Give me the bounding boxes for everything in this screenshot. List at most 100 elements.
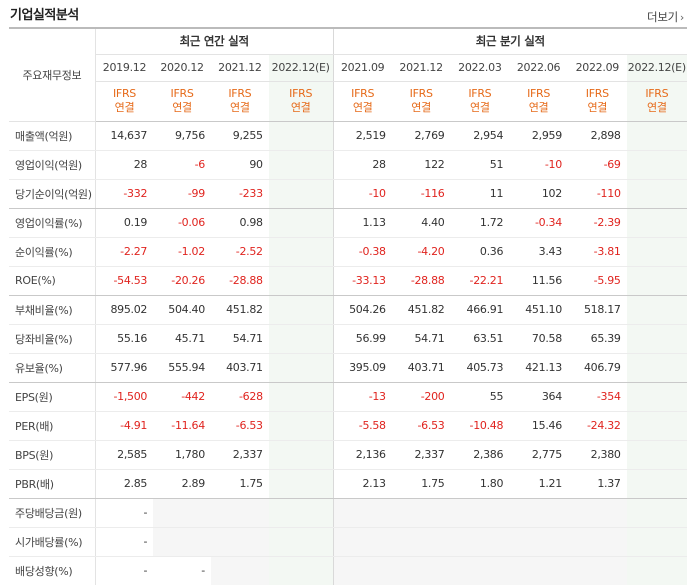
table-row: 시가배당률(%) - <box>9 527 687 557</box>
value-cell: 0.98 <box>210 208 269 238</box>
value-cell <box>210 527 269 557</box>
consolidated-label: 연결 <box>411 101 431 114</box>
value-cell <box>626 527 687 557</box>
value-cell <box>268 382 334 412</box>
value-cell: - <box>95 498 154 528</box>
period-header: 2022.03 <box>450 54 510 82</box>
value-cell: -10 <box>333 179 392 209</box>
value-cell: 1,780 <box>153 440 211 470</box>
value-cell <box>626 411 687 441</box>
value-cell: 11 <box>450 179 510 209</box>
value-cell <box>268 324 334 354</box>
value-cell: 2,386 <box>450 440 510 470</box>
value-cell: -442 <box>153 382 211 412</box>
value-cell: 421.13 <box>509 353 568 383</box>
value-cell <box>450 498 510 528</box>
value-cell: -2.52 <box>210 237 269 267</box>
consolidated-label: 연결 <box>587 101 608 114</box>
value-cell: 1.37 <box>567 469 627 499</box>
value-cell: -1,500 <box>95 382 154 412</box>
row-label: ROE(%) <box>9 266 96 296</box>
consolidated-label: 연결 <box>528 101 549 114</box>
value-cell: -2.39 <box>567 208 627 238</box>
value-cell: 63.51 <box>450 324 510 354</box>
row-label: 영업이익률(%) <box>9 208 96 238</box>
consolidated-label: 연결 <box>230 101 250 114</box>
table-row: PER(배) -4.91 -11.64 -6.53 -5.58 -6.53 -10.48 15… <box>9 411 687 441</box>
value-cell: 55 <box>450 382 510 412</box>
table-row: EPS(원) -1,500 -442 -628 -13 -200 55 364 -354 <box>9 382 687 412</box>
value-cell: 28 <box>95 150 154 180</box>
value-cell: -332 <box>95 179 154 209</box>
row-label: 순이익률(%) <box>9 237 96 267</box>
value-cell: 2,585 <box>95 440 154 470</box>
table-row: ROE(%) -54.53 -20.26 -28.88 -33.13 -28.88 -22.… <box>9 266 687 296</box>
row-label: 당기순이익(억원) <box>9 179 96 209</box>
value-cell: 0.36 <box>450 237 510 267</box>
value-cell: 28 <box>333 150 392 180</box>
value-cell: 70.58 <box>509 324 568 354</box>
value-cell <box>626 150 687 180</box>
value-cell: 577.96 <box>95 353 154 383</box>
value-cell: 1.21 <box>509 469 568 499</box>
ifrs-label: IFRS <box>351 87 375 100</box>
accounting-standard: IFRS 연결 <box>450 81 510 122</box>
value-cell <box>567 527 627 557</box>
value-cell <box>268 527 334 557</box>
ifrs-label: IFRS <box>170 87 194 100</box>
table-row: BPS(원) 2,585 1,780 2,337 2,136 2,337 2,386 2,77… <box>9 440 687 470</box>
value-cell: -33.13 <box>333 266 392 296</box>
table-row: 당좌비율(%) 55.16 45.71 54.71 56.99 54.71 63.51 70.… <box>9 324 687 354</box>
period-header: 2022.06 <box>509 54 568 82</box>
value-cell <box>268 150 334 180</box>
value-cell <box>153 527 211 557</box>
period-header: 2021.09 <box>333 54 392 82</box>
value-cell: - <box>153 556 211 585</box>
row-label: BPS(원) <box>9 440 96 470</box>
table-row: 당기순이익(억원) -332 -99 -233 -10 -116 11 102 -110 <box>9 179 687 209</box>
accounting-standard: IFRS 연결 <box>333 81 392 122</box>
period-header: 2021.12 <box>391 54 451 82</box>
value-cell: -22.21 <box>450 266 510 296</box>
value-cell <box>210 498 269 528</box>
value-cell: -0.38 <box>333 237 392 267</box>
value-cell: -24.32 <box>567 411 627 441</box>
value-cell: 406.79 <box>567 353 627 383</box>
value-cell: 54.71 <box>210 324 269 354</box>
value-cell: -4.91 <box>95 411 154 441</box>
value-cell: 54.71 <box>391 324 451 354</box>
value-cell <box>268 440 334 470</box>
table-row: 배당성향(%) - - <box>9 556 687 585</box>
more-link[interactable]: 더보기 › <box>647 9 684 25</box>
value-cell: 451.10 <box>509 295 568 325</box>
value-cell <box>268 295 334 325</box>
value-cell: 364 <box>509 382 568 412</box>
value-cell <box>268 179 334 209</box>
value-cell <box>450 556 510 585</box>
value-cell: 4.40 <box>391 208 451 238</box>
period-header: 2020.12 <box>153 54 211 82</box>
value-cell: -10 <box>509 150 568 180</box>
value-cell: -0.06 <box>153 208 211 238</box>
value-cell <box>391 527 451 557</box>
value-cell <box>268 556 334 585</box>
value-cell: -2.27 <box>95 237 154 267</box>
value-cell <box>153 498 211 528</box>
value-cell <box>391 498 451 528</box>
value-cell <box>626 382 687 412</box>
value-cell: 1.72 <box>450 208 510 238</box>
value-cell: 51 <box>450 150 510 180</box>
value-cell: 504.26 <box>333 295 392 325</box>
table-row: 영업이익률(%) 0.19 -0.06 0.98 1.13 4.40 1.72 -0.34 -2… <box>9 208 687 238</box>
value-cell: -5.95 <box>567 266 627 296</box>
value-cell: 65.39 <box>567 324 627 354</box>
value-cell: 2,380 <box>567 440 627 470</box>
value-cell: -6.53 <box>210 411 269 441</box>
value-cell: 2.89 <box>153 469 211 499</box>
value-cell: -116 <box>391 179 451 209</box>
value-cell: -28.88 <box>391 266 451 296</box>
accounting-standard: IFRS 연결 <box>391 81 451 122</box>
row-label: 주당배당금(원) <box>9 498 96 528</box>
value-cell: 1.13 <box>333 208 392 238</box>
value-cell <box>626 295 687 325</box>
